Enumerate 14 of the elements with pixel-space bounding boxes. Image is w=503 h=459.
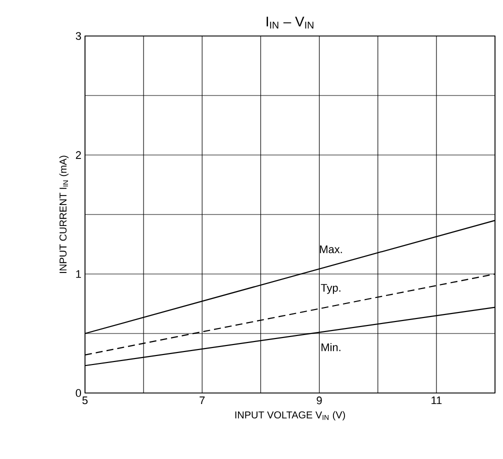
chart-title: I$_{IN}$ – V$_{IN}$ [266,16,314,28]
series-label: Typ. [320,284,340,294]
y-axis-title: INPUT CURRENT I$_{IN}$ (mA) [59,156,69,273]
x-axis-title: INPUT VOLTAGE V$_{IN}$ (V) [235,411,345,420]
y-tick-label: 2 [76,151,81,159]
y-tick-label: 0 [76,389,82,397]
y-tick-label: 3 [76,32,81,40]
series-label: Max. [320,246,342,254]
x-tick-label: 7 [200,396,205,404]
y-tick-label: 1 [76,270,81,278]
x-tick-label: 11 [432,396,442,404]
series-label: Min. [322,343,340,352]
x-tick-label: 9 [316,396,322,404]
x-tick-label: 5 [82,396,88,404]
